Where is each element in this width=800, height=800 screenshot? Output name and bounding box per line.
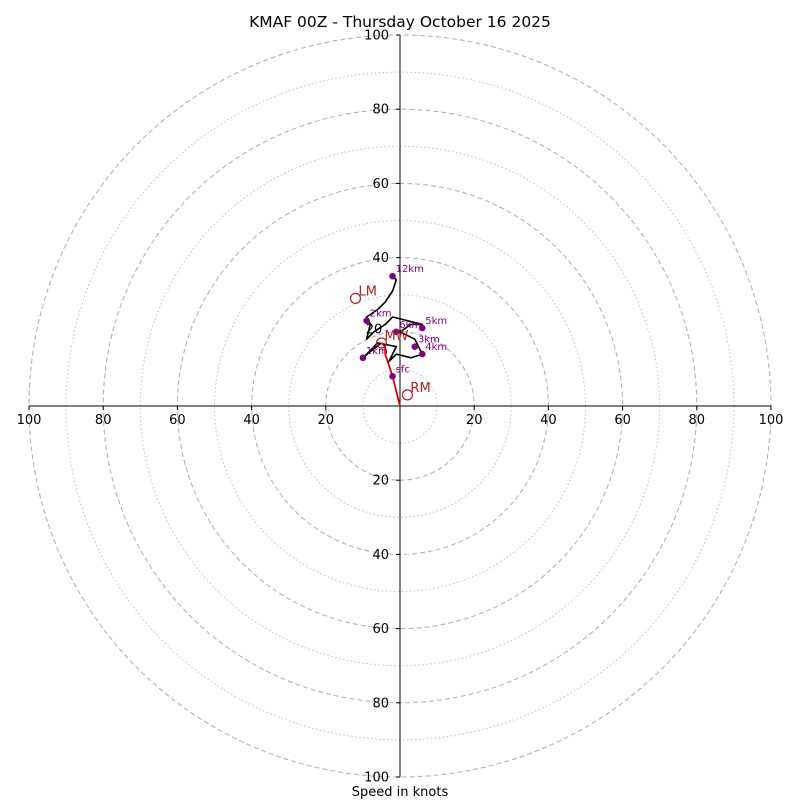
storm-motion-marker-rm (401, 389, 414, 401)
height-marker-3km (411, 343, 419, 350)
height-marker-5km (418, 324, 426, 332)
tick-label-right-100: 100 (759, 413, 784, 428)
tick-label-bottom-60: 60 (372, 622, 389, 637)
height-label-6km: 6km (399, 320, 421, 331)
height-label-2km: 2km (370, 309, 392, 320)
tick-label-left-20: 20 (318, 413, 335, 428)
storm-motion-marker-lm (349, 292, 362, 305)
tick-label-bottom-80: 80 (372, 696, 389, 711)
height-marker-2km (363, 317, 370, 324)
storm-motion-marker-mw (375, 337, 388, 349)
height-marker-4km (418, 350, 426, 358)
tick-label-bottom-40: 40 (372, 548, 389, 563)
height-marker-12km (389, 272, 396, 280)
height-marker-sfc (389, 373, 396, 380)
height-label-12km: 12km (396, 264, 424, 275)
height-label-5km: 5km (425, 316, 447, 327)
low-level-trace (380, 342, 401, 407)
axis-tick-labels: 100 80 60 40 20 20 40 60 80 100 100 80 60 40 20 40 60 80 1… (17, 29, 784, 786)
tick-label-left-40: 40 (243, 413, 260, 428)
chart-title: KMAF 00Z - Thursday October 16 2025 (249, 13, 551, 31)
height-label-sfc: sfc (396, 364, 410, 375)
tick-label-bottom-20: 20 (372, 474, 389, 489)
height-marker-1km (359, 354, 367, 362)
tick-label-right-20: 20 (466, 413, 483, 428)
wind-traces (362, 275, 424, 407)
tick-label-right-80: 80 (689, 413, 706, 428)
tick-label-top-40: 40 (372, 251, 389, 266)
tick-label-top-60: 60 (372, 177, 389, 192)
height-label-3km: 3km (418, 335, 440, 346)
storm-motion-label-mw: MW (384, 329, 408, 344)
tick-label-bottom-100: 100 (364, 771, 389, 786)
height-label-1km: 1km (366, 346, 388, 357)
upper-level-trace (362, 275, 424, 363)
height-label-4km: 4km (425, 342, 447, 353)
tick-label-left-100: 100 (17, 413, 42, 428)
x-axis-label: Speed in knots (352, 785, 449, 800)
storm-motion-label-rm: RM (410, 381, 430, 396)
tick-label-right-60: 60 (614, 413, 631, 428)
tick-label-left-80: 80 (95, 413, 112, 428)
storm-motion-label-lm: LM (358, 284, 376, 299)
tick-label-left-60: 60 (169, 413, 186, 428)
tick-label-top-80: 80 (372, 103, 389, 118)
height-marker-6km (392, 328, 400, 336)
extra-label-20: 20 (366, 323, 383, 338)
tick-label-right-40: 40 (540, 413, 557, 428)
storm-motion-markers: LM RM MW (349, 284, 431, 401)
tick-label-top-100: 100 (364, 29, 389, 44)
